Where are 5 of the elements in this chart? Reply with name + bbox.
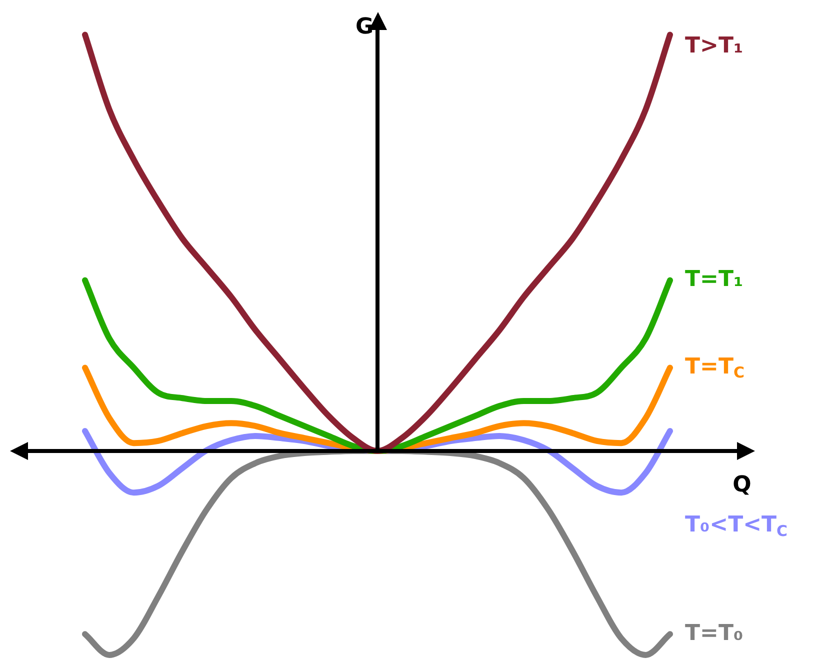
y-axis-title: G xyxy=(355,14,374,40)
series-label: T=T₀ xyxy=(685,620,744,646)
x-axis-title: Q xyxy=(732,472,752,498)
series-label: T>T₁ xyxy=(685,33,744,58)
series-label: T=T₁ xyxy=(685,267,744,292)
